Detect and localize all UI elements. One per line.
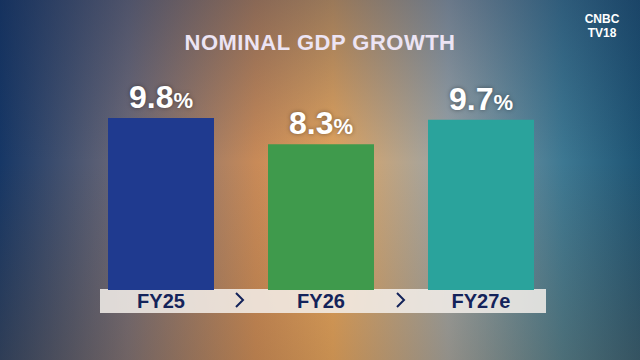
svg-text:FY25: FY25 [137, 290, 185, 312]
svg-text:9.8%: 9.8% [129, 79, 193, 115]
svg-text:FY26: FY26 [297, 290, 345, 312]
svg-text:FY27e: FY27e [452, 290, 511, 312]
html-text:TV18: TV18 [587, 26, 617, 40]
html-text:CNBC: CNBC [584, 12, 620, 26]
svg-text:8.3%: 8.3% [289, 105, 353, 141]
html-text:NOMINAL GDP GROWTH: NOMINAL GDP GROWTH [184, 30, 456, 55]
svg-text:9.7%: 9.7% [449, 81, 513, 117]
